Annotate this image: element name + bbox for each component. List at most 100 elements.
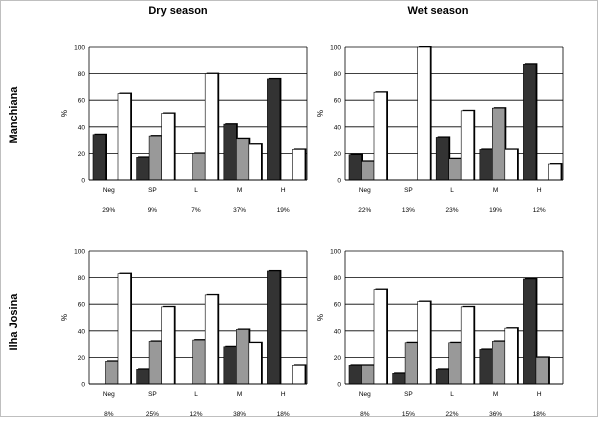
bar [136,369,150,385]
bar [248,342,262,385]
bar [117,93,131,181]
bar [361,365,375,385]
y-tick-label: 80 [334,71,342,78]
category-label: H [281,187,286,194]
bar [435,137,449,181]
y-axis-label: % [316,110,325,117]
y-tick-label: 0 [81,382,85,389]
category-label: L [450,391,454,398]
category-label: H [537,187,542,194]
category-label: SP [148,391,157,398]
bar [348,154,362,181]
category-label: M [237,187,242,194]
y-tick-label: 20 [334,151,342,158]
bar [373,91,387,181]
chart-wet-ilha-josina: 0 20 40 60 80 100% Neg 8% SP 15% L 22% M 36% H 18% [316,249,564,418]
bar [479,349,493,385]
bar [435,369,449,385]
y-tick-label: 0 [81,178,85,185]
bar [223,123,237,181]
category-label: SP [404,391,413,398]
bar [448,342,462,385]
sample-percent-label: 12% [189,411,202,418]
sample-percent-label: 13% [402,207,415,214]
category-label: SP [148,187,157,194]
bar [417,301,431,385]
bar [492,341,506,385]
y-tick-label: 60 [334,98,342,105]
y-tick-label: 40 [334,328,342,335]
bar [348,365,362,385]
bar [479,149,493,181]
y-tick-label: 80 [78,275,86,282]
y-axis-label: % [60,110,69,117]
bar [267,78,281,181]
row-title-ilha-josina: Ilha Josina [8,293,20,351]
bar [460,306,474,385]
y-tick-label: 60 [78,98,86,105]
bar [392,373,406,385]
y-axis-label: % [316,314,325,321]
category-label: L [194,187,198,194]
y-tick-label: 100 [74,249,85,256]
sample-percent-label: 19% [277,207,290,214]
y-tick-label: 0 [337,382,341,389]
bar [192,153,206,181]
y-tick-label: 60 [334,302,342,309]
bar [204,73,218,181]
sample-percent-label: 22% [358,207,371,214]
y-tick-label: 80 [334,275,342,282]
bar [267,270,281,385]
category-label: Neg [359,187,371,194]
bar [535,357,549,385]
sample-percent-label: 37% [233,207,246,214]
sample-percent-label: 15% [402,411,415,418]
bar [236,138,250,181]
chart-dry-manchiana: 0 20 40 60 80 100% Neg 29% SP 9% L 7% M 37% H 19% [60,45,308,214]
sample-percent-label: 8% [104,411,114,418]
bar [417,46,431,181]
bar [148,135,162,181]
bar [504,327,518,385]
chart-wet-manchiana: 0 20 40 60 80 100% Neg 22% SP 13% L 23% M 19% H 12% [316,45,564,214]
bar [223,346,237,385]
y-tick-label: 60 [78,302,86,309]
y-tick-label: 40 [78,124,86,131]
bar [460,110,474,181]
bar [236,329,250,385]
category-label: L [450,187,454,194]
sample-percent-label: 38% [233,411,246,418]
bar [92,134,106,181]
y-tick-label: 40 [334,124,342,131]
y-tick-label: 100 [330,45,341,52]
bar [492,107,506,181]
y-tick-label: 20 [78,355,86,362]
y-tick-label: 100 [74,45,85,52]
chart-dry-ilha-josina: 0 20 40 60 80 100% Neg 8% SP 25% L 12% M 38% H 18% [60,249,308,418]
sample-percent-label: 9% [148,207,158,214]
y-tick-label: 80 [78,71,86,78]
bar [548,163,562,181]
bar [161,113,175,181]
bar [161,306,175,385]
category-label: SP [404,187,413,194]
sample-percent-label: 22% [445,411,458,418]
category-label: H [281,391,286,398]
bar [523,63,537,181]
bar [448,158,462,181]
category-label: Neg [359,391,371,398]
column-title-dry: Dry season [148,5,208,17]
y-axis-label: % [60,314,69,321]
category-label: H [537,391,542,398]
y-tick-label: 20 [334,355,342,362]
y-tick-label: 20 [78,151,86,158]
bar [373,289,387,385]
sample-percent-label: 25% [146,411,159,418]
bar [204,294,218,385]
bar [148,341,162,385]
sample-percent-label: 8% [360,411,370,418]
bar [117,273,131,385]
bar [504,149,518,181]
category-label: M [493,187,498,194]
